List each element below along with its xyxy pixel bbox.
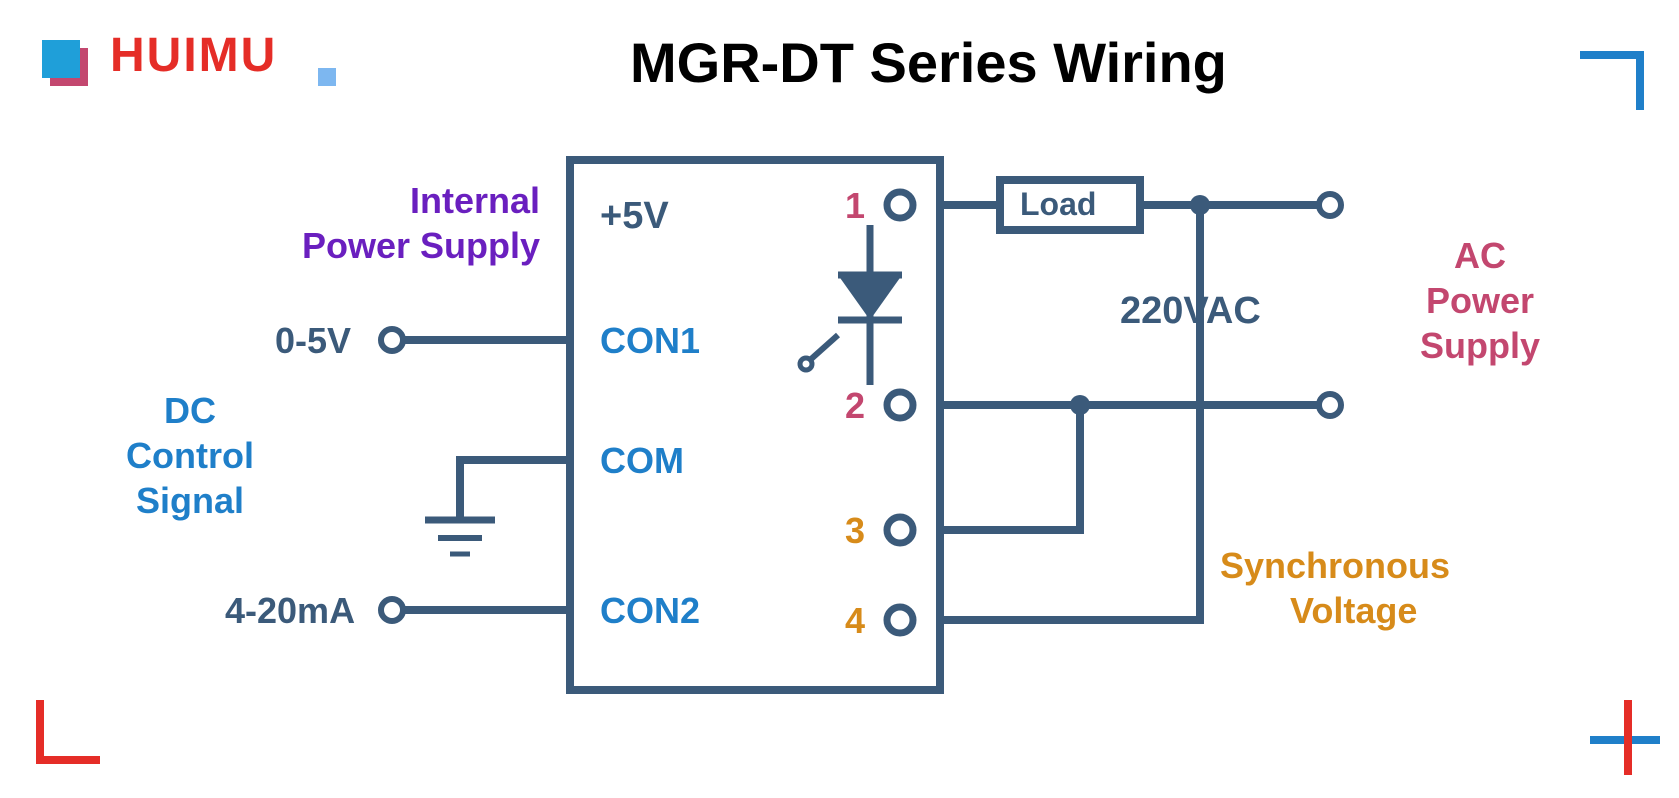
terminal-num-4: 4: [845, 600, 865, 642]
label-com: COM: [600, 440, 684, 482]
ac-top-terminal-icon: [1319, 194, 1341, 216]
label-sync-2: Voltage: [1290, 590, 1417, 632]
label-internal-ps-1: Internal: [280, 180, 540, 222]
label-420ma: 4-20mA: [225, 590, 355, 632]
terminal-num-3: 3: [845, 510, 865, 552]
terminal-num-2: 2: [845, 385, 865, 427]
terminal-3-icon: [887, 517, 913, 543]
label-con1: CON1: [600, 320, 700, 362]
ac-bottom-terminal-icon: [1319, 394, 1341, 416]
label-internal-ps-2: Power Supply: [280, 225, 540, 267]
label-dc-1: DC: [110, 390, 270, 432]
label-05v: 0-5V: [275, 320, 351, 362]
label-sync-1: Synchronous: [1220, 545, 1450, 587]
label-ac-2: Power: [1380, 280, 1580, 322]
terminal-num-1: 1: [845, 185, 865, 227]
label-ac-3: Supply: [1380, 325, 1580, 367]
label-con2: CON2: [600, 590, 700, 632]
terminal-1-icon: [887, 192, 913, 218]
terminal-2-icon: [887, 392, 913, 418]
label-220vac: 220VAC: [1120, 290, 1261, 333]
triac-icon: [800, 225, 902, 385]
con1-terminal-icon: [381, 329, 403, 351]
diagram-canvas: HUIMU MGR-DT Series Wiring: [0, 0, 1679, 798]
label-load: Load: [1020, 186, 1096, 223]
label-dc-3: Signal: [110, 480, 270, 522]
label-dc-2: Control: [110, 435, 270, 477]
terminal-4-icon: [887, 607, 913, 633]
ground-icon: [425, 520, 495, 554]
label-ac-1: AC: [1380, 235, 1580, 277]
label-5v: +5V: [600, 195, 669, 238]
con2-terminal-icon: [381, 599, 403, 621]
